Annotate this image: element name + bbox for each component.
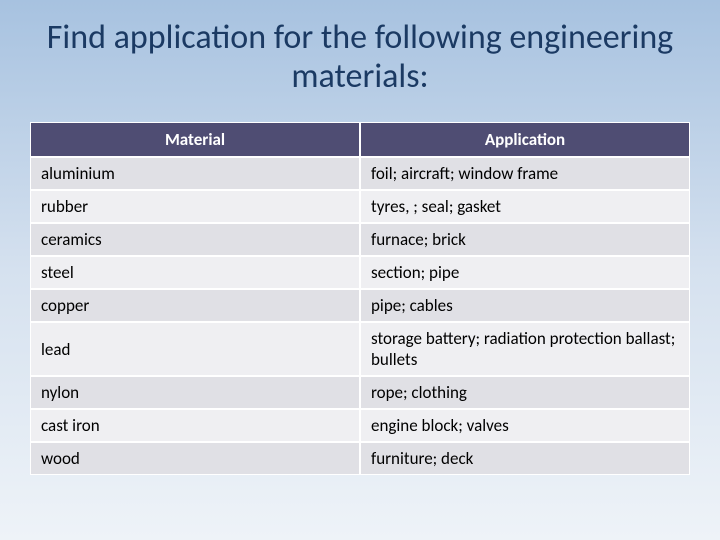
cell-material: copper — [30, 289, 360, 322]
table-row: ceramics furnace; brick — [30, 223, 690, 256]
cell-material: cast iron — [30, 409, 360, 442]
page-title: Find application for the following engin… — [30, 18, 690, 96]
table-row: cast iron engine block; valves — [30, 409, 690, 442]
table-row: lead storage battery; radiation protecti… — [30, 322, 690, 376]
cell-application: furniture; deck — [360, 442, 690, 475]
table-header-row: Material Application — [30, 122, 690, 157]
table-row: copper pipe; cables — [30, 289, 690, 322]
cell-application: storage battery; radiation protection ba… — [360, 322, 690, 376]
cell-application: section; pipe — [360, 256, 690, 289]
table-row: nylon rope; clothing — [30, 376, 690, 409]
cell-application: tyres, ; seal; gasket — [360, 190, 690, 223]
cell-material: wood — [30, 442, 360, 475]
cell-application: furnace; brick — [360, 223, 690, 256]
cell-material: lead — [30, 322, 360, 376]
table-row: rubber tyres, ; seal; gasket — [30, 190, 690, 223]
col-header-application: Application — [360, 122, 690, 157]
table-row: steel section; pipe — [30, 256, 690, 289]
cell-application: rope; clothing — [360, 376, 690, 409]
cell-material: aluminium — [30, 157, 360, 190]
materials-table: Material Application aluminium foil; air… — [30, 122, 690, 475]
cell-material: steel — [30, 256, 360, 289]
cell-application: foil; aircraft; window frame — [360, 157, 690, 190]
cell-material: nylon — [30, 376, 360, 409]
slide: Find application for the following engin… — [0, 0, 720, 540]
cell-application: engine block; valves — [360, 409, 690, 442]
table-row: aluminium foil; aircraft; window frame — [30, 157, 690, 190]
cell-application: pipe; cables — [360, 289, 690, 322]
col-header-material: Material — [30, 122, 360, 157]
cell-material: rubber — [30, 190, 360, 223]
table-row: wood furniture; deck — [30, 442, 690, 475]
cell-material: ceramics — [30, 223, 360, 256]
